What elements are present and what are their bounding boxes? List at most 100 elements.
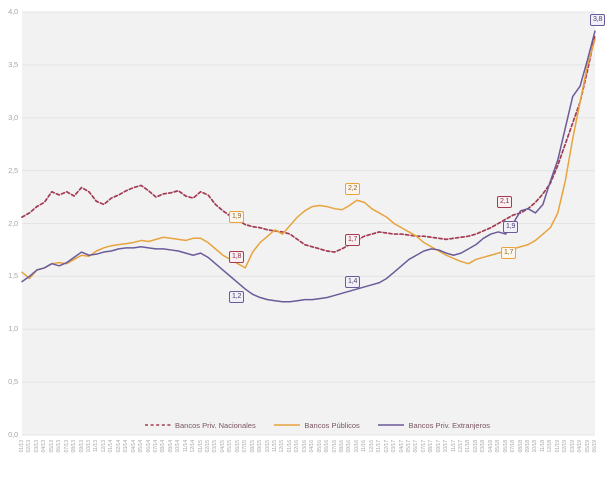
data-point-label: 1,7 <box>345 234 361 246</box>
y-axis-tick-label: 2,0 <box>8 218 18 228</box>
x-axis-tick-label: 02/18 <box>472 440 479 453</box>
x-axis-tick-label: 01/14 <box>108 440 115 453</box>
x-axis-tick-label: 02/17 <box>383 440 390 453</box>
x-axis-tick-label: 06/16 <box>324 440 331 453</box>
series-line-2 <box>21 30 596 303</box>
x-axis-tick-label: 08/18 <box>517 440 524 453</box>
x-axis-tick-label: 12/18 <box>547 440 554 453</box>
x-axis-tick-label: 05/18 <box>495 440 502 453</box>
legend-label: Bancos Priv. Nacionales <box>175 420 256 430</box>
x-axis-tick-label: 10/17 <box>443 440 450 453</box>
data-point-label: 1,7 <box>501 247 517 259</box>
x-axis-tick-label: 07/13 <box>63 440 70 453</box>
x-axis-tick-label: 09/13 <box>78 440 85 453</box>
x-axis-tick-label: 04/16 <box>309 440 316 453</box>
x-axis-tick-label: 07/17 <box>420 440 427 453</box>
x-axis-tick-label: 11/18 <box>539 440 546 453</box>
y-axis-tick-label: 0,0 <box>8 430 18 439</box>
x-axis-tick-label: 12/15 <box>279 440 286 453</box>
chart-legend: Bancos Priv. Nacionales Bancos Públicos Ba… <box>145 417 490 433</box>
x-axis-tick-label: 11/15 <box>272 440 278 453</box>
series-line-0 <box>21 34 596 253</box>
legend-label: Bancos Públicos <box>304 420 360 430</box>
y-axis-tick-label: 3,0 <box>8 112 18 122</box>
legend-swatch-icon <box>274 421 301 429</box>
x-axis-tick-label: 05/13 <box>48 440 55 453</box>
x-axis-tick-label: 05/15 <box>227 440 234 453</box>
x-axis-tick-label: 02/19 <box>562 440 569 453</box>
y-axis-tick-label: 0,5 <box>8 377 18 387</box>
x-axis-tick-label: 08/15 <box>249 440 256 453</box>
x-axis-tick-label: 05/19 <box>584 440 591 453</box>
x-axis-tick-label: 04/18 <box>487 440 494 453</box>
x-axis-tick-label: 04/19 <box>577 440 584 453</box>
legend-swatch-icon <box>145 421 171 429</box>
x-axis-tick-label: 04/17 <box>398 440 405 453</box>
x-axis-tick-label: 04/13 <box>41 440 48 453</box>
x-axis-tick-label: 07/15 <box>242 440 249 453</box>
x-axis-tick-label: 05/17 <box>405 440 412 453</box>
data-point-label: 1,9 <box>503 221 519 233</box>
y-axis-tick-label: 1,0 <box>8 324 18 334</box>
x-axis-tick-label: 03/16 <box>301 440 308 453</box>
legend-item-1[interactable]: Bancos Públicos <box>274 420 360 430</box>
x-axis-tick-label: 03/15 <box>212 440 219 453</box>
x-axis-tick-label: 02/16 <box>294 440 301 453</box>
legend-label: Bancos Priv. Extranjeros <box>408 420 490 430</box>
data-point-label: 1,9 <box>229 211 245 223</box>
y-axis-tick-label: 2,5 <box>8 165 18 175</box>
x-axis-tick-label: 11/14 <box>182 440 189 453</box>
x-axis-tick-label: 08/17 <box>428 440 435 453</box>
x-axis-tick-label: 11/16 <box>361 440 368 453</box>
x-axis-tick-label: 07/14 <box>152 440 159 453</box>
x-axis-tick-label: 08/13 <box>71 440 78 453</box>
x-axis-tick-label: 06/17 <box>413 440 420 453</box>
x-axis-tick-label: 01/18 <box>465 440 472 453</box>
x-axis-tick-label: 09/15 <box>257 440 264 453</box>
x-axis-tick-label: 06/14 <box>145 440 152 453</box>
legend-swatch-icon <box>378 421 405 429</box>
x-axis-tick-label: 12/13 <box>100 440 107 453</box>
x-axis-tick-label: 10/14 <box>175 440 182 453</box>
x-axis-tick-label: 01/19 <box>554 440 561 453</box>
data-point-label: 1,4 <box>345 276 361 288</box>
data-point-label: 2,2 <box>345 183 361 195</box>
x-axis-tick-label: 10/18 <box>532 440 539 453</box>
data-point-label: 3,8 <box>590 14 606 26</box>
y-axis-tick-label: 3,5 <box>8 59 18 69</box>
x-axis-tick-label: 01/16 <box>286 440 293 453</box>
x-axis-tick-label: 01/17 <box>376 440 383 453</box>
x-axis-tick-label: 05/16 <box>316 440 323 453</box>
x-axis-tick-label: 03/14 <box>123 440 130 453</box>
data-point-label: 1,2 <box>229 291 245 303</box>
x-axis-tick-label: 08/14 <box>160 440 167 453</box>
x-axis-tick-label: 11/17 <box>450 440 457 453</box>
x-axis-tick-label: 01/13 <box>19 440 25 453</box>
x-axis-tick-label: 07/18 <box>510 440 517 453</box>
y-axis-tick-label: 4,0 <box>8 7 18 16</box>
x-axis-tick-label: 03/13 <box>33 440 40 453</box>
x-axis-tick-label: 12/16 <box>368 440 375 453</box>
x-axis-tick-label: 04/14 <box>130 440 137 453</box>
x-axis-tick-label: 10/15 <box>264 440 271 453</box>
x-axis-tick-label: 02/14 <box>115 440 122 453</box>
x-axis-tick-label: 08/16 <box>338 440 345 453</box>
x-axis-tick-label: 09/14 <box>167 440 174 453</box>
series-line-1 <box>21 38 596 280</box>
x-axis-tick-label: 12/14 <box>190 440 197 453</box>
x-axis-tick-label: 04/15 <box>219 440 226 453</box>
x-axis-tick-label: 05/14 <box>138 440 145 453</box>
legend-item-0[interactable]: Bancos Priv. Nacionales <box>145 421 256 430</box>
x-axis-tick-label: 09/18 <box>525 440 532 453</box>
y-axis-tick-label: 1,5 <box>8 271 18 281</box>
x-axis-tick-label: 02/15 <box>205 440 212 453</box>
x-axis-tick-label: 01/15 <box>197 440 204 453</box>
x-axis-tick-label: 03/17 <box>391 440 398 453</box>
x-axis-tick-label: 09/16 <box>346 440 353 453</box>
legend-item-2[interactable]: Bancos Priv. Extranjeros <box>378 421 490 430</box>
x-axis-tick-label: 11/13 <box>93 440 100 453</box>
x-axis-tick-label: 06/13 <box>56 440 63 453</box>
data-point-label: 1,8 <box>229 251 245 263</box>
